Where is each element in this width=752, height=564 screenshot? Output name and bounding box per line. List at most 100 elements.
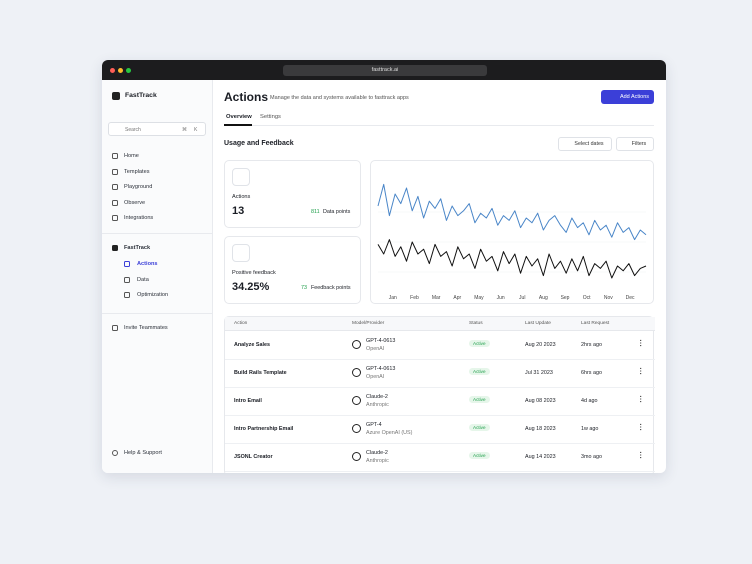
x-tick-label: Apr [453, 295, 461, 301]
column-header: Action [234, 321, 248, 326]
tab-underline [224, 124, 252, 126]
table-row[interactable]: Intro Partnership Email GPT-4 Azure OpenAI… [225, 415, 655, 444]
url-bar[interactable]: fasttrack.ai [283, 65, 487, 76]
x-tick-label: Oct [583, 295, 591, 301]
subnav-item[interactable]: Data [137, 277, 149, 283]
main: Actions Manage the data and systems avai… [212, 80, 666, 473]
help-link[interactable]: Help & Support [124, 450, 162, 456]
last-request: 6hrs ago [581, 370, 602, 376]
close[interactable] [110, 67, 115, 73]
series-line [377, 183, 647, 241]
last-request: 1w ago [581, 426, 599, 432]
select-dates-button[interactable]: Select dates [558, 137, 612, 151]
tab-divider [224, 125, 654, 126]
status-badge: Active [469, 424, 490, 431]
provider: OpenAI [366, 374, 385, 380]
stat-value: 34.25% [232, 281, 270, 293]
subnav-icon [124, 261, 130, 267]
nav-item[interactable]: Home [124, 153, 139, 159]
add-actions-button[interactable]: Add Actions [601, 90, 654, 104]
line-chart: Jan Feb Mar Apr May Jun Jul Aug Sep Oct Nov Dec [377, 183, 647, 301]
nav-item[interactable]: Integrations [124, 215, 154, 221]
stat-icon [232, 168, 250, 186]
provider: OpenAI [366, 346, 385, 352]
shortcut-key: ⌘ [182, 127, 187, 133]
table-header [225, 317, 655, 331]
x-tick-label: Feb [410, 295, 419, 301]
subnav-icon [124, 277, 130, 283]
x-tick-label: Dec [626, 295, 635, 301]
provider-icon [352, 340, 361, 349]
x-tick-label: Aug [539, 295, 548, 301]
shortcut-key: K [194, 127, 198, 133]
row-menu[interactable]: … [638, 451, 647, 459]
help-icon [112, 450, 118, 456]
stat-icon [232, 244, 250, 262]
stat-card: Actions 13 811 Data points [224, 160, 361, 228]
provider: Azure OpenAI (US) [366, 430, 413, 436]
nav-item[interactable]: Templates [124, 169, 150, 175]
nav-icon [112, 153, 118, 159]
status-badge: Active [469, 340, 490, 347]
nav-icon [112, 169, 118, 175]
row-menu[interactable]: … [638, 395, 647, 403]
nav-icon [112, 184, 118, 190]
stat-delta: 73 [301, 285, 307, 291]
subnav-item[interactable]: Optimization [137, 292, 169, 298]
x-tick-label: Nov [604, 295, 613, 301]
table-row[interactable]: Intro Email Claude-2 Anthropic Active Aug 08… [225, 387, 655, 416]
section-icon [112, 245, 118, 251]
stat-delta-label: Feedback points [311, 285, 351, 291]
zoom[interactable] [126, 67, 131, 73]
nav-item[interactable]: Playground [124, 184, 153, 190]
last-update: Aug 08 2023 [525, 398, 556, 404]
row-menu[interactable]: … [638, 367, 647, 375]
minimize[interactable] [118, 67, 123, 73]
last-update: Aug 14 2023 [525, 454, 556, 460]
section-title: Usage and Feedback [224, 140, 294, 147]
invite-link[interactable]: Invite Teammates [124, 325, 168, 331]
last-request: 2hrs ago [581, 342, 602, 348]
provider-icon [352, 424, 361, 433]
column-header: Last Request [581, 321, 610, 326]
nav-item[interactable]: Observe [124, 200, 146, 206]
table-row[interactable]: Analyze Sales GPT-4-0613 OpenAI Active Aug 2… [225, 331, 655, 360]
browser-window: fasttrack.ai FastTrack Search ⌘ K FastTr… [102, 60, 666, 473]
column-header: Model/Provider [352, 321, 385, 326]
action-name: Intro Email [234, 398, 262, 404]
nav-icon [112, 200, 118, 206]
title-bar: fasttrack.ai [102, 60, 666, 80]
page-subtitle: Manage the data and systems available to… [270, 94, 409, 101]
action-name: Analyze Sales [234, 342, 270, 348]
last-update: Aug 20 2023 [525, 342, 556, 348]
brand[interactable]: FastTrack [125, 92, 157, 99]
nav-icon [112, 215, 118, 221]
tab[interactable]: Overview [226, 114, 252, 120]
brand-logo [112, 92, 120, 100]
divider [102, 313, 212, 314]
provider-icon [352, 452, 361, 461]
stat-label: Positive feedback [232, 270, 276, 276]
stat-delta-label: Data points [323, 209, 351, 215]
column-header: Status [469, 321, 483, 326]
row-menu[interactable]: … [638, 339, 647, 347]
table-row[interactable]: Build Rails Template GPT-4-0613 OpenAI Acti… [225, 359, 655, 388]
chart-card: Jan Feb Mar Apr May Jun Jul Aug Sep Oct Nov Dec [370, 160, 654, 304]
section-title[interactable]: FastTrack [124, 245, 151, 251]
search-box[interactable]: Search ⌘ K [108, 122, 206, 136]
model: GPT-4-0613 [366, 338, 396, 344]
provider: Anthropic [366, 402, 389, 408]
row-menu[interactable]: … [638, 423, 647, 431]
page-title: Actions [224, 90, 269, 104]
filters-button[interactable]: Filters [616, 137, 654, 151]
tab[interactable]: Settings [260, 114, 281, 120]
action-name: Build Rails Template [234, 370, 287, 376]
table-row[interactable]: JSONL Creator Claude-2 Anthropic Active Aug … [225, 443, 655, 472]
x-tick-label: Jul [519, 295, 525, 301]
column-header: Last Update [525, 321, 551, 326]
subnav-item[interactable]: Actions [137, 261, 158, 267]
invite-icon [112, 325, 118, 331]
status-badge: Active [469, 396, 490, 403]
model: Claude-2 [366, 450, 388, 456]
